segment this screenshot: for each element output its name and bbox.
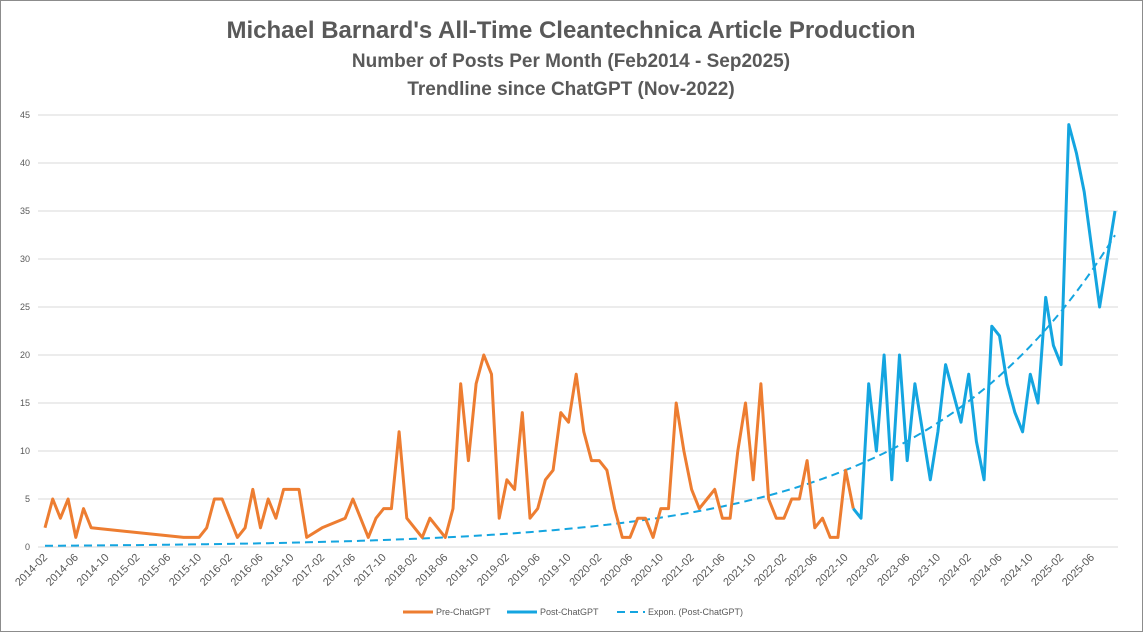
x-tick-label: 2021-10: [721, 552, 758, 589]
x-tick-label: 2020-06: [598, 552, 635, 589]
x-tick-label: 2022-02: [752, 552, 789, 589]
x-tick-label: 2014-10: [75, 552, 112, 589]
x-tick-label: 2023-06: [875, 552, 912, 589]
x-tick-label: 2023-02: [844, 552, 881, 589]
x-tick-label: 2017-10: [352, 552, 389, 589]
legend: Pre-ChatGPT Post-ChatGPT Expon. (Post-Ch…: [403, 607, 743, 617]
x-tick-label: 2016-10: [259, 552, 296, 589]
x-tick-label: 2024-02: [937, 552, 974, 589]
x-axis: 2014-022014-062014-102015-022015-062015-…: [13, 552, 1097, 589]
x-tick-label: 2024-10: [998, 552, 1035, 589]
y-tick-label: 30: [20, 254, 30, 264]
x-tick-label: 2018-02: [383, 552, 420, 589]
x-tick-label: 2019-06: [506, 552, 543, 589]
y-tick-label: 40: [20, 158, 30, 168]
x-tick-label: 2017-06: [321, 552, 358, 589]
x-tick-label: 2021-06: [690, 552, 727, 589]
y-tick-label: 10: [20, 446, 30, 456]
y-tick-label: 0: [25, 542, 30, 552]
x-tick-label: 2019-10: [537, 552, 574, 589]
x-tick-label: 2022-10: [814, 552, 851, 589]
series-line-post-chatgpt: [852, 123, 1117, 520]
gridlines: [38, 114, 1118, 548]
y-tick-label: 15: [20, 398, 30, 408]
y-tick-label: 5: [25, 494, 30, 504]
y-tick-label: 35: [20, 206, 30, 216]
x-tick-label: 2016-06: [229, 552, 266, 589]
legend-label-post: Post-ChatGPT: [540, 607, 599, 617]
x-tick-label: 2022-06: [783, 552, 820, 589]
x-tick-label: 2017-02: [290, 552, 327, 589]
legend-label-pre: Pre-ChatGPT: [436, 607, 491, 617]
x-tick-label: 2015-10: [167, 552, 204, 589]
y-tick-label: 45: [20, 110, 30, 120]
x-tick-label: 2015-06: [136, 552, 173, 589]
x-tick-label: 2016-02: [198, 552, 235, 589]
series-line-pre-chatgpt: [43, 353, 855, 539]
series-lines: [43, 123, 1117, 547]
x-tick-label: 2020-10: [629, 552, 666, 589]
x-tick-label: 2018-10: [444, 552, 481, 589]
x-tick-label: 2024-06: [968, 552, 1005, 589]
chart-subtitle-2: Trendline since ChatGPT (Nov-2022): [407, 79, 734, 100]
x-tick-label: 2025-06: [1060, 552, 1097, 589]
x-tick-label: 2025-02: [1029, 552, 1066, 589]
y-axis: 0 5 10 15 20 25 30 35 40 45: [20, 110, 30, 552]
trendline-expon: [45, 234, 1116, 547]
x-tick-label: 2015-02: [105, 552, 142, 589]
x-tick-label: 2021-02: [660, 552, 697, 589]
x-tick-label: 2019-02: [475, 552, 512, 589]
y-tick-label: 25: [20, 302, 30, 312]
legend-label-trend: Expon. (Post-ChatGPT): [648, 607, 743, 617]
x-tick-label: 2014-02: [13, 552, 50, 589]
x-tick-label: 2023-10: [906, 552, 943, 589]
chart-subtitle: Number of Posts Per Month (Feb2014 - Sep…: [352, 51, 790, 72]
x-tick-label: 2018-06: [413, 552, 450, 589]
x-tick-label: 2020-02: [567, 552, 604, 589]
x-tick-label: 2014-06: [44, 552, 81, 589]
chart-title: Michael Barnard's All-Time Cleantechnica…: [227, 17, 916, 44]
y-tick-label: 20: [20, 350, 30, 360]
